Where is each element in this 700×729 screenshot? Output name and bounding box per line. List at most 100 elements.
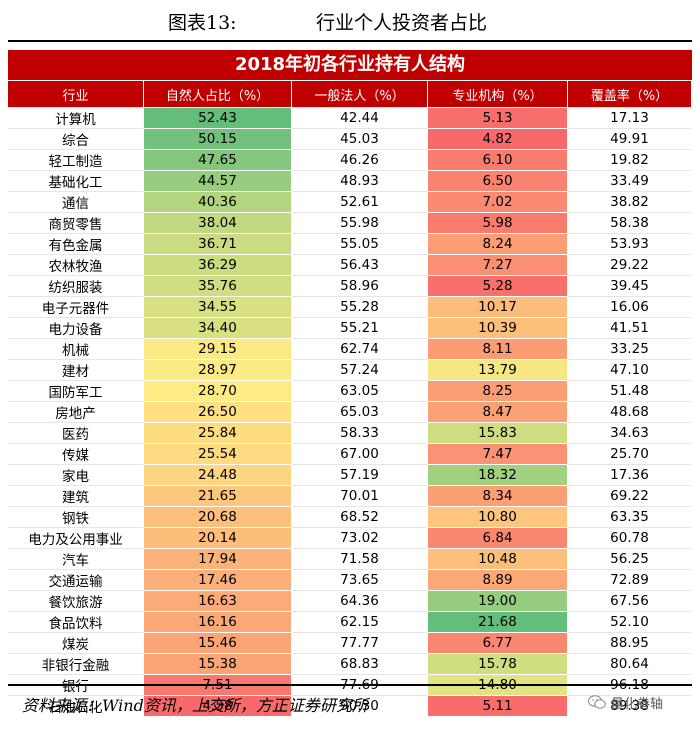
table-row: 综合 50.15 45.03 4.82 49.91: [8, 128, 692, 149]
cell-natural: 4.58: [144, 695, 292, 716]
cell-industry: 电力设备: [8, 317, 144, 338]
cell-industry: 房地产: [8, 401, 144, 422]
cell-institution: 8.47: [428, 401, 568, 422]
cell-coverage: 39.45: [568, 275, 692, 296]
cell-institution: 6.50: [428, 170, 568, 191]
cell-legal: 63.05: [292, 380, 428, 401]
cell-natural: 34.55: [144, 296, 292, 317]
figure-title-bar: 图表13: 行业个人投资者占比: [0, 8, 700, 34]
table-row: 钢铁 20.68 68.52 10.80 63.35: [8, 506, 692, 527]
cell-legal: 71.58: [292, 548, 428, 569]
holder-structure-table: 行业 自然人占比（%） 一般法人（%） 专业机构（%） 覆盖率（%） 计算机 52…: [8, 81, 692, 716]
cell-coverage: 38.82: [568, 191, 692, 212]
cell-legal: 52.61: [292, 191, 428, 212]
cell-legal: 42.44: [292, 107, 428, 128]
cell-coverage: 67.56: [568, 590, 692, 611]
cell-natural: 24.48: [144, 464, 292, 485]
cell-coverage: 60.78: [568, 527, 692, 548]
cell-legal: 62.74: [292, 338, 428, 359]
cell-institution: 5.13: [428, 107, 568, 128]
cell-industry: 轻工制造: [8, 149, 144, 170]
watermark-text: 量化卷轴: [611, 697, 664, 712]
cell-natural: 25.54: [144, 443, 292, 464]
cell-legal: 58.96: [292, 275, 428, 296]
cell-industry: 建筑: [8, 485, 144, 506]
cell-natural: 17.46: [144, 569, 292, 590]
cell-institution: 18.32: [428, 464, 568, 485]
cell-coverage: 51.48: [568, 380, 692, 401]
cell-institution: 10.80: [428, 506, 568, 527]
table-row: 家电 24.48 57.19 18.32 17.36: [8, 464, 692, 485]
table-row: 汽车 17.94 71.58 10.48 56.25: [8, 548, 692, 569]
cell-industry: 家电: [8, 464, 144, 485]
cell-industry: 建材: [8, 359, 144, 380]
cell-legal: 48.93: [292, 170, 428, 191]
cell-natural: 20.14: [144, 527, 292, 548]
cell-coverage: 34.63: [568, 422, 692, 443]
watermark: 量化卷轴: [588, 693, 663, 712]
cell-institution: 19.00: [428, 590, 568, 611]
cell-coverage: 69.22: [568, 485, 692, 506]
cell-institution: 6.77: [428, 632, 568, 653]
cell-legal: 62.15: [292, 611, 428, 632]
cell-institution: 10.48: [428, 548, 568, 569]
table-row: 电力设备 34.40 55.21 10.39 41.51: [8, 317, 692, 338]
cell-industry: 有色金属: [8, 233, 144, 254]
cell-natural: 29.15: [144, 338, 292, 359]
cell-coverage: 48.68: [568, 401, 692, 422]
cell-natural: 52.43: [144, 107, 292, 128]
table-row: 食品饮料 16.16 62.15 21.68 52.10: [8, 611, 692, 632]
cell-coverage: 49.91: [568, 128, 692, 149]
cell-legal: 68.83: [292, 653, 428, 674]
table-row: 电力及公用事业 20.14 73.02 6.84 60.78: [8, 527, 692, 548]
cell-legal: 73.65: [292, 569, 428, 590]
cell-institution: 5.11: [428, 695, 568, 716]
cell-institution: 8.11: [428, 338, 568, 359]
cell-industry: 农林牧渔: [8, 254, 144, 275]
cell-industry: 电子元器件: [8, 296, 144, 317]
cell-industry: 机械: [8, 338, 144, 359]
cell-natural: 16.16: [144, 611, 292, 632]
cell-natural: 35.76: [144, 275, 292, 296]
cell-natural: 16.63: [144, 590, 292, 611]
cell-legal: 70.01: [292, 485, 428, 506]
table-row: 传媒 25.54 67.00 7.47 25.70: [8, 443, 692, 464]
cell-natural: 34.40: [144, 317, 292, 338]
cell-natural: 36.71: [144, 233, 292, 254]
table-row: 餐饮旅游 16.63 64.36 19.00 67.56: [8, 590, 692, 611]
cell-legal: 65.03: [292, 401, 428, 422]
header-natural: 自然人占比（%）: [144, 81, 292, 107]
table-row: 通信 40.36 52.61 7.02 38.82: [8, 191, 692, 212]
cell-coverage: 33.25: [568, 338, 692, 359]
cell-institution: 21.68: [428, 611, 568, 632]
cell-coverage: 25.70: [568, 443, 692, 464]
cell-natural: 26.50: [144, 401, 292, 422]
cell-legal: 90.30: [292, 695, 428, 716]
cell-institution: 8.25: [428, 380, 568, 401]
cell-industry: 综合: [8, 128, 144, 149]
cell-industry: 基础化工: [8, 170, 144, 191]
cell-institution: 6.10: [428, 149, 568, 170]
cell-industry: 汽车: [8, 548, 144, 569]
cell-coverage: 47.10: [568, 359, 692, 380]
cell-natural: 28.70: [144, 380, 292, 401]
cell-industry: 餐饮旅游: [8, 590, 144, 611]
cell-industry: 纺织服装: [8, 275, 144, 296]
table-row: 轻工制造 47.65 46.26 6.10 19.82: [8, 149, 692, 170]
cell-legal: 55.05: [292, 233, 428, 254]
table-row: 建筑 21.65 70.01 8.34 69.22: [8, 485, 692, 506]
cell-coverage: 52.10: [568, 611, 692, 632]
cell-coverage: 41.51: [568, 317, 692, 338]
cell-coverage: 33.49: [568, 170, 692, 191]
cell-industry: 通信: [8, 191, 144, 212]
header-row: 行业 自然人占比（%） 一般法人（%） 专业机构（%） 覆盖率（%）: [8, 81, 692, 107]
cell-coverage: 63.35: [568, 506, 692, 527]
cell-industry: 石油石化: [8, 695, 144, 716]
cell-natural: 50.15: [144, 128, 292, 149]
cell-industry: 钢铁: [8, 506, 144, 527]
cell-institution: 13.79: [428, 359, 568, 380]
table-row: 国防军工 28.70 63.05 8.25 51.48: [8, 380, 692, 401]
cell-natural: 17.94: [144, 548, 292, 569]
cell-institution: 10.17: [428, 296, 568, 317]
table-row: 纺织服装 35.76 58.96 5.28 39.45: [8, 275, 692, 296]
